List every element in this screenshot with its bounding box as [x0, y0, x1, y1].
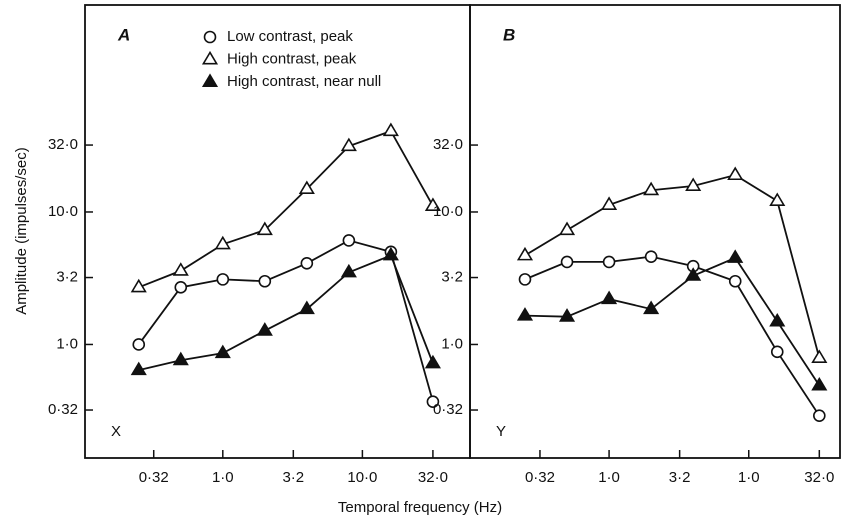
series-line [524, 256, 821, 387]
legend-label: Low contrast, peak [227, 28, 353, 45]
series-line [138, 129, 434, 289]
data-point [558, 221, 576, 236]
y-tick-label: 1·0 [56, 335, 78, 352]
data-point [298, 180, 315, 195]
data-point [685, 267, 702, 281]
y-tick-label: 3·2 [56, 269, 78, 286]
data-point [132, 338, 146, 351]
data-point [811, 376, 828, 391]
data-point [643, 300, 660, 315]
panel-label: A [117, 25, 130, 44]
data-point [518, 273, 532, 286]
x-tick-label: 32·0 [804, 469, 834, 486]
data-point [130, 278, 147, 293]
x-axis-label: Temporal frequency (Hz) [338, 499, 502, 516]
data-point [516, 246, 534, 261]
data-point [300, 256, 314, 270]
data-point [727, 166, 744, 181]
legend-label: High contrast, near null [227, 73, 381, 90]
data-point [811, 349, 828, 364]
x-tick-label: 32·0 [418, 469, 448, 486]
data-point [728, 274, 742, 288]
series-line [524, 174, 821, 359]
x-tick-label: 1·0 [212, 469, 234, 486]
y-tick-label: 0·32 [48, 401, 78, 418]
x-tick-label: 0·32 [525, 469, 555, 486]
x-tick-label: 0·32 [139, 469, 169, 486]
data-point [214, 235, 231, 250]
cell-type-label: X [111, 423, 121, 440]
data-point [813, 409, 826, 422]
data-point [516, 307, 534, 321]
data-point [426, 395, 440, 408]
data-point [172, 262, 189, 276]
x-tick-label: 1·0 [598, 469, 620, 486]
legend-marker [201, 50, 219, 65]
y-tick-label: 10·0 [48, 203, 78, 220]
data-point [342, 234, 356, 247]
data-point [382, 246, 399, 261]
data-point [601, 290, 618, 305]
x-tick-label: 3·2 [282, 469, 304, 486]
data-point [558, 308, 576, 322]
data-point [602, 255, 616, 269]
data-point [601, 196, 618, 210]
x-tick-label: 1·0 [738, 469, 760, 486]
legend-marker [203, 30, 217, 44]
data-point [258, 274, 272, 288]
data-point [214, 344, 231, 359]
y-tick-label: 10·0 [433, 203, 463, 220]
data-point [769, 192, 786, 207]
data-point [685, 177, 702, 192]
data-point [256, 322, 273, 336]
series-line [138, 239, 434, 402]
data-point [424, 354, 441, 369]
data-point [172, 351, 189, 366]
panel-frame [469, 4, 841, 459]
data-point [298, 300, 315, 315]
data-point [130, 361, 147, 376]
x-tick-label: 3·2 [669, 469, 691, 486]
legend-marker [201, 73, 219, 87]
y-tick-label: 32·0 [48, 136, 78, 153]
data-point [727, 249, 744, 263]
y-tick-label: 3·2 [441, 269, 463, 286]
y-tick-label: 0·32 [433, 401, 463, 418]
series-line [524, 255, 821, 417]
data-point [216, 273, 230, 286]
cell-type-label: Y [496, 423, 506, 440]
data-point [770, 345, 784, 359]
data-point [340, 137, 357, 152]
data-point [174, 281, 188, 294]
series-line [138, 254, 434, 372]
y-axis-label: Amplitude (impulses/sec) [13, 147, 30, 315]
y-tick-label: 32·0 [433, 136, 463, 153]
data-point [643, 181, 660, 196]
data-point [644, 250, 658, 263]
data-point [560, 255, 574, 269]
data-point [382, 122, 399, 137]
data-point [340, 263, 357, 278]
legend-label: High contrast, peak [227, 50, 357, 67]
panel-label: B [503, 25, 515, 44]
y-tick-label: 1·0 [441, 335, 463, 352]
data-point [769, 312, 786, 327]
x-tick-label: 10·0 [347, 469, 377, 486]
data-point [256, 221, 273, 236]
data-point [424, 197, 441, 211]
